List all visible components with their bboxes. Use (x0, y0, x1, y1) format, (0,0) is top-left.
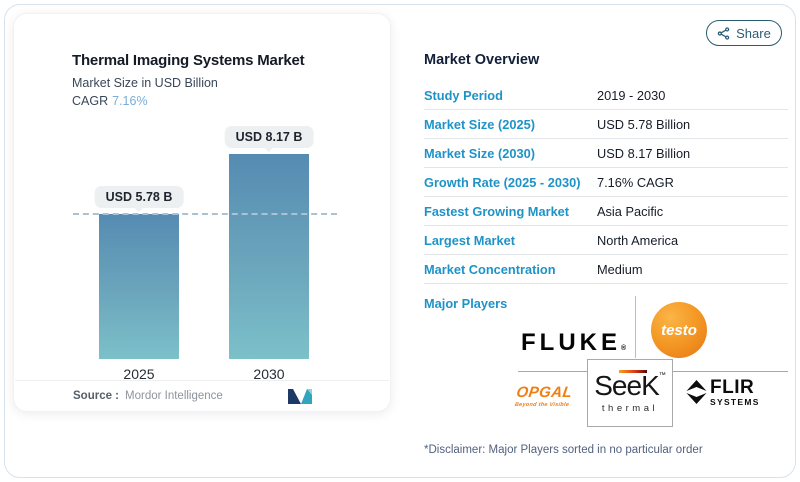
opgal-tagline: Beyond the Visible (514, 402, 570, 408)
row-value: Asia Pacific (597, 203, 664, 219)
seek-word: SeeK (594, 370, 659, 401)
fluke-logo: FLUKE® (521, 329, 626, 357)
table-row: Market Size (2025) USD 5.78 Billion (424, 110, 788, 139)
flir-systems-logo: FLIR SYSTEMS (686, 378, 760, 407)
bar-2025 (99, 214, 179, 359)
x-axis-label-2025: 2025 (123, 366, 155, 382)
flir-diamond-icon (686, 380, 707, 405)
source-label: Source : (73, 389, 120, 402)
table-row: Fastest Growing Market Asia Pacific (424, 197, 788, 226)
fluke-registered-mark: ® (621, 345, 627, 352)
table-row: Growth Rate (2025 - 2030) 7.16% CAGR (424, 168, 788, 197)
chart-header: Thermal Imaging Systems Market Market Si… (72, 52, 378, 108)
seek-trademark: ™ (658, 372, 666, 379)
chart-subtitle: Market Size in USD Billion (72, 76, 218, 90)
row-label: Fastest Growing Market (424, 203, 570, 219)
table-row: Largest Market North America (424, 226, 788, 255)
opgal-logo: OPGAL Beyond the Visible (514, 384, 573, 408)
share-button[interactable]: Share (706, 20, 782, 46)
seek-thermal-text: thermal (601, 403, 659, 414)
table-row: Market Concentration Medium (424, 255, 788, 284)
row-value: 7.16% CAGR (597, 174, 674, 190)
row-value: Medium (597, 261, 643, 277)
row-label: Largest Market (424, 232, 516, 248)
flir-sub-text: SYSTEMS (710, 397, 760, 407)
bar-value-label-2025: USD 5.78 B (94, 186, 184, 208)
row-value: USD 5.78 Billion (597, 116, 691, 132)
source-value: Mordor Intelligence (125, 389, 223, 402)
seek-thermal-logo: SeeK™ thermal (587, 359, 673, 427)
opgal-logo-text: OPGAL (515, 384, 574, 401)
testo-logo: testo (651, 302, 707, 358)
disclaimer-text: *Disclaimer: Major Players sorted in no … (424, 444, 703, 456)
market-overview-heading: Market Overview (424, 52, 540, 68)
cagr-value: 7.16% (112, 94, 148, 108)
logo-divider-vertical (635, 296, 636, 358)
mordor-intelligence-logo-icon (288, 389, 312, 404)
seek-logo-text: SeeK™ (594, 370, 666, 401)
chart-cagr-line: CAGR 7.16% (72, 94, 378, 108)
row-value: 2019 - 2030 (597, 87, 666, 103)
testo-logo-text: testo (661, 321, 697, 339)
bar-chart: USD 5.78 B USD 8.17 B 2025 2030 (73, 126, 379, 382)
x-axis-label-2030: 2030 (253, 366, 285, 382)
share-nodes-icon (717, 26, 730, 40)
fluke-logo-text: FLUKE (521, 329, 621, 356)
market-overview-table: Study Period 2019 - 2030 Market Size (20… (424, 81, 788, 284)
reference-dashed-line (73, 213, 337, 215)
row-label: Market Concentration (424, 261, 556, 277)
row-label: Market Size (2030) (424, 145, 535, 161)
row-value: North America (597, 232, 679, 248)
table-row: Market Size (2030) USD 8.17 Billion (424, 139, 788, 168)
source-row: Source : Mordor Intelligence (15, 380, 389, 410)
seek-gradient-bar (619, 370, 648, 373)
chart-panel: Thermal Imaging Systems Market Market Si… (13, 13, 391, 412)
row-value: USD 8.17 Billion (597, 145, 691, 161)
flir-main-text: FLIR (710, 377, 755, 398)
share-button-label: Share (736, 25, 771, 41)
bar-value-label-2030: USD 8.17 B (224, 126, 314, 148)
row-label: Market Size (2025) (424, 116, 535, 132)
cagr-label: CAGR (72, 94, 109, 108)
table-row: Study Period 2019 - 2030 (424, 81, 788, 110)
row-label: Growth Rate (2025 - 2030) (424, 174, 581, 190)
bar-2030 (229, 154, 309, 359)
flir-logo-text: FLIR SYSTEMS (710, 378, 760, 407)
row-label: Study Period (424, 87, 503, 103)
chart-title: Thermal Imaging Systems Market (72, 52, 305, 69)
major-players-label: Major Players (424, 296, 508, 311)
